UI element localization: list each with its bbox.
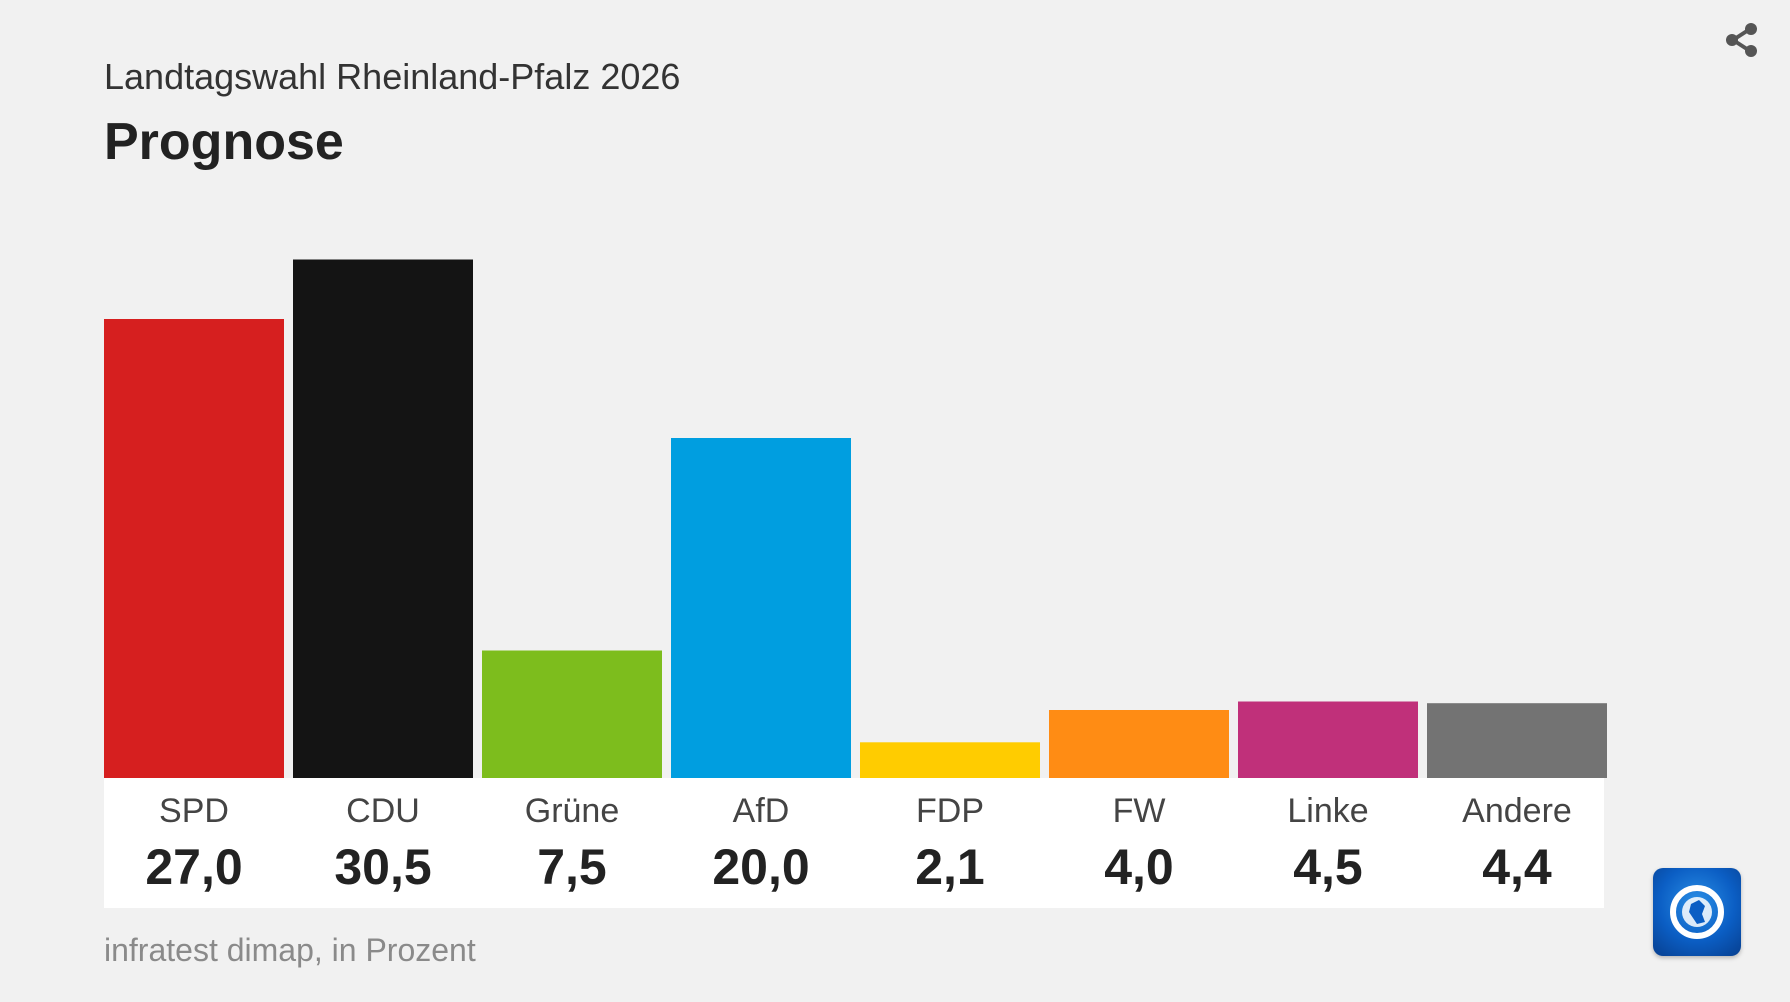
category-label: AfD	[732, 792, 790, 830]
value-label: 4,4	[1482, 839, 1552, 895]
bar-afd	[671, 438, 851, 778]
category-column: SPD 27,0	[104, 778, 284, 908]
bar-spd	[104, 319, 284, 778]
tagesschau-logo[interactable]	[1653, 868, 1741, 956]
source-note: infratest dimap, in Prozent	[104, 932, 476, 968]
category-label-strip: SPD 27,0 CDU 30,5 Grüne 7,5 AfD 20,0 FDP 2,1 FW 4,0…	[104, 778, 1604, 908]
bar-gr-ne	[482, 650, 662, 778]
value-label: 4,0	[1104, 839, 1174, 895]
category-column: Grüne 7,5	[482, 778, 662, 908]
chart-title: Prognose	[104, 113, 344, 171]
category-label: Grüne	[524, 792, 620, 830]
category-label: CDU	[346, 792, 420, 830]
chart-subtitle: Landtagswahl Rheinland-Pfalz 2026	[104, 56, 681, 97]
bar-linke	[1238, 701, 1418, 778]
bar-andere	[1427, 703, 1607, 778]
category-column: Linke 4,5	[1238, 778, 1418, 908]
category-column: FDP 2,1	[860, 778, 1040, 908]
category-label: SPD	[159, 792, 229, 830]
bar-cdu	[293, 259, 473, 778]
value-label: 7,5	[537, 839, 607, 895]
value-label: 2,1	[915, 839, 985, 895]
category-column: FW 4,0	[1049, 778, 1229, 908]
value-label: 20,0	[712, 839, 810, 895]
value-label: 4,5	[1293, 839, 1363, 895]
category-label: Linke	[1287, 792, 1369, 830]
bar-fw	[1049, 710, 1229, 778]
category-label: FW	[1112, 792, 1166, 830]
category-column: CDU 30,5	[293, 778, 473, 908]
category-label: FDP	[916, 792, 984, 830]
value-label: 27,0	[145, 839, 243, 895]
category-column: Andere 4,4	[1427, 778, 1607, 908]
value-label: 30,5	[334, 839, 432, 895]
share-icon[interactable]	[1722, 20, 1762, 60]
bar-fdp	[860, 742, 1040, 778]
category-label: Andere	[1462, 792, 1572, 830]
category-column: AfD 20,0	[671, 778, 851, 908]
